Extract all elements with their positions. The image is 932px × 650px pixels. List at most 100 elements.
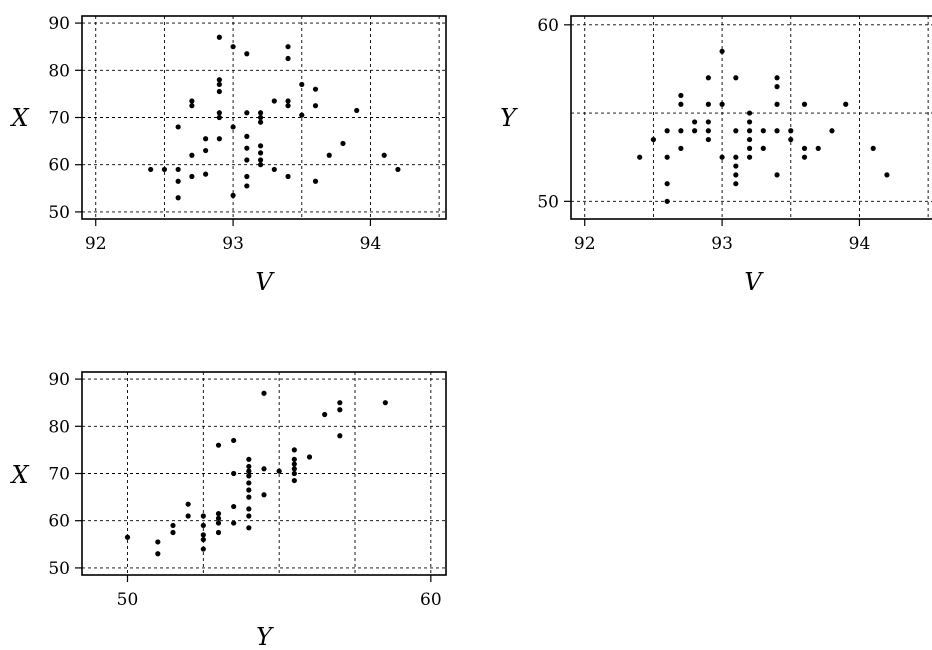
- data-point: [230, 44, 236, 50]
- data-point: [257, 157, 264, 163]
- x-tick-label: 60: [420, 590, 442, 610]
- data-point: [276, 468, 282, 474]
- x-axis-label: Y: [256, 623, 274, 650]
- data-point: [215, 511, 222, 517]
- data-point: [705, 136, 711, 143]
- data-point: [664, 181, 670, 187]
- scatter-panel-1: 92 93 94 50 60 70 80 90 V X: [9, 14, 447, 296]
- data-point: [200, 513, 206, 519]
- data-point: [257, 110, 264, 116]
- data-point: [175, 166, 181, 173]
- data-point: [801, 154, 808, 160]
- data-point: [692, 119, 698, 125]
- data-point: [733, 154, 739, 160]
- data-point: [774, 75, 780, 81]
- data-point: [161, 166, 168, 173]
- data-point: [230, 124, 236, 130]
- data-point: [244, 145, 250, 151]
- data-point: [733, 128, 739, 134]
- data-point: [326, 152, 332, 158]
- data-point: [746, 145, 753, 151]
- scatter-panel-3: 50 60 50 60 70 80 90 Y X: [9, 370, 447, 650]
- y-tick-label: 50: [48, 203, 70, 223]
- data-point: [719, 101, 725, 107]
- data-point: [257, 119, 264, 125]
- data-point: [271, 98, 277, 104]
- y-tick-label: 70: [48, 109, 70, 129]
- gridlines: [571, 16, 932, 219]
- y-tick-label: 50: [48, 559, 70, 579]
- data-point: [705, 128, 711, 134]
- data-point: [271, 166, 277, 173]
- data-point: [299, 112, 305, 118]
- data-point: [216, 114, 222, 121]
- data-point: [678, 128, 684, 134]
- data-point: [678, 101, 684, 107]
- gridlines: [82, 16, 446, 219]
- y-tick-label: 90: [48, 14, 70, 34]
- data-point: [148, 166, 154, 173]
- data-point: [664, 128, 670, 134]
- data-point: [246, 525, 252, 531]
- data-point: [733, 172, 739, 178]
- y-tick-label: 50: [537, 192, 559, 212]
- y-axis-label: Y: [500, 104, 518, 132]
- data-point: [175, 124, 181, 130]
- x-axis-label: V: [255, 268, 275, 296]
- data-point: [340, 140, 346, 147]
- data-point: [257, 150, 264, 156]
- x-tick-label: 93: [222, 234, 244, 254]
- x-tick-label: 50: [117, 590, 139, 610]
- data-point: [774, 128, 780, 134]
- data-point: [760, 128, 766, 134]
- gridlines: [82, 372, 446, 575]
- data-point: [774, 172, 780, 178]
- data-point: [244, 133, 250, 139]
- data-point: [216, 81, 222, 88]
- data-point: [261, 492, 267, 498]
- data-point: [291, 447, 297, 453]
- data-point: [678, 145, 684, 151]
- data-point: [705, 119, 711, 125]
- data-point: [291, 470, 297, 477]
- data-point: [650, 136, 657, 143]
- data-point: [664, 154, 670, 160]
- data-point: [637, 154, 643, 160]
- data-point: [382, 400, 388, 406]
- y-tick-label: 60: [48, 512, 70, 532]
- data-point: [774, 101, 780, 107]
- data-point: [203, 136, 209, 142]
- x-tick-label: 94: [360, 234, 382, 254]
- data-point: [312, 103, 319, 109]
- data-point: [175, 195, 181, 201]
- data-point: [774, 84, 780, 90]
- data-point: [215, 442, 222, 448]
- data-point: [746, 136, 753, 143]
- y-tick-label: 70: [48, 465, 70, 485]
- data-point: [216, 136, 222, 142]
- data-point: [216, 34, 222, 40]
- data-point: [231, 470, 237, 477]
- data-point: [185, 501, 191, 507]
- data-point: [354, 107, 360, 114]
- data-point: [285, 98, 291, 104]
- data-point: [692, 128, 698, 134]
- data-point: [322, 411, 328, 418]
- data-point: [312, 86, 319, 92]
- data-point: [312, 178, 319, 184]
- data-point: [843, 101, 849, 107]
- data-point: [257, 162, 264, 168]
- data-point: [257, 143, 264, 149]
- data-point: [801, 145, 808, 151]
- data-point: [215, 529, 222, 536]
- data-point: [788, 128, 794, 134]
- data-point: [705, 75, 711, 81]
- data-point: [291, 466, 297, 472]
- data-point: [200, 546, 206, 552]
- data-point: [189, 103, 195, 109]
- data-point: [285, 44, 291, 50]
- data-point: [231, 503, 237, 510]
- data-point: [200, 522, 206, 529]
- y-tick-label: 80: [48, 417, 70, 437]
